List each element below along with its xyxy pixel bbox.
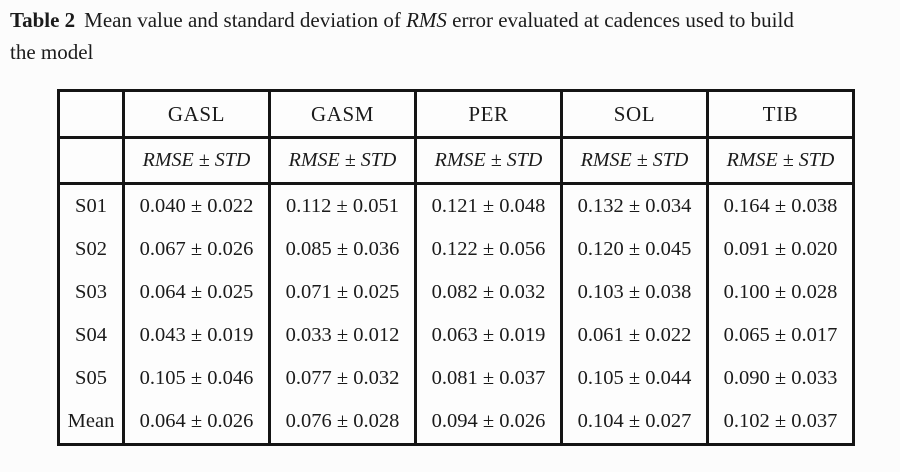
caption-table-number: Table 2 xyxy=(10,8,76,32)
table-row-s04: S04 0.043 ± 0.019 0.033 ± 0.012 0.063 ± … xyxy=(57,314,855,357)
row-label-mean: Mean xyxy=(57,400,125,445)
subheader-rmse-std-sol: RMSE ± STD xyxy=(560,137,709,185)
corner-empty-cell xyxy=(57,90,125,139)
column-header-gasm: GASM xyxy=(268,90,417,139)
cell-mean-gasm: 0.076 ± 0.028 xyxy=(268,400,417,445)
subheader-rmse-std-tib: RMSE ± STD xyxy=(706,137,855,185)
cell-s02-gasm: 0.085 ± 0.036 xyxy=(268,228,417,271)
cell-s01-per: 0.121 ± 0.048 xyxy=(414,183,563,228)
table-caption: Table 2 Mean value and standard deviation… xyxy=(10,5,898,68)
cell-mean-sol: 0.104 ± 0.027 xyxy=(560,400,709,445)
cell-s03-gasl: 0.064 ± 0.025 xyxy=(122,271,271,314)
row-label-s04: S04 xyxy=(57,314,125,357)
cell-s05-gasl: 0.105 ± 0.046 xyxy=(122,357,271,400)
cell-s04-tib: 0.065 ± 0.017 xyxy=(706,314,855,357)
table-row-s05: S05 0.105 ± 0.046 0.077 ± 0.032 0.081 ± … xyxy=(57,357,855,400)
cell-s02-per: 0.122 ± 0.056 xyxy=(414,228,563,271)
column-header-tib: TIB xyxy=(706,90,855,139)
table-row-s02: S02 0.067 ± 0.026 0.085 ± 0.036 0.122 ± … xyxy=(57,228,855,271)
cell-s03-per: 0.082 ± 0.032 xyxy=(414,271,563,314)
caption-line2: the model xyxy=(10,39,94,64)
cell-s05-tib: 0.090 ± 0.033 xyxy=(706,357,855,400)
row-label-s05: S05 xyxy=(57,357,125,400)
cell-s05-per: 0.081 ± 0.037 xyxy=(414,357,563,400)
cell-s05-sol: 0.105 ± 0.044 xyxy=(560,357,709,400)
cell-s04-gasm: 0.033 ± 0.012 xyxy=(268,314,417,357)
rms-error-table: GASL GASM PER SOL TIB RMSE ± STD RMSE ± … xyxy=(57,89,855,446)
row-label-s03: S03 xyxy=(57,271,125,314)
cell-s01-sol: 0.132 ± 0.034 xyxy=(560,183,709,228)
cell-s02-tib: 0.091 ± 0.020 xyxy=(706,228,855,271)
cell-s01-gasl: 0.040 ± 0.022 xyxy=(122,183,271,228)
cell-mean-gasl: 0.064 ± 0.026 xyxy=(122,400,271,445)
row-label-s02: S02 xyxy=(57,228,125,271)
subheader-rmse-std-per: RMSE ± STD xyxy=(414,137,563,185)
cell-s04-sol: 0.061 ± 0.022 xyxy=(560,314,709,357)
caption-rms-term: RMS xyxy=(406,8,447,32)
subheader-rmse-std-gasm: RMSE ± STD xyxy=(268,137,417,185)
cell-s02-gasl: 0.067 ± 0.026 xyxy=(122,228,271,271)
table-row-mean: Mean 0.064 ± 0.026 0.076 ± 0.028 0.094 ±… xyxy=(57,400,855,445)
cell-mean-tib: 0.102 ± 0.037 xyxy=(706,400,855,445)
cell-mean-per: 0.094 ± 0.026 xyxy=(414,400,563,445)
column-header-gasl: GASL xyxy=(122,90,271,139)
table-row-s03: S03 0.064 ± 0.025 0.071 ± 0.025 0.082 ± … xyxy=(57,271,855,314)
cell-s04-per: 0.063 ± 0.019 xyxy=(414,314,563,357)
cell-s01-tib: 0.164 ± 0.038 xyxy=(706,183,855,228)
cell-s03-sol: 0.103 ± 0.038 xyxy=(560,271,709,314)
cell-s04-gasl: 0.043 ± 0.019 xyxy=(122,314,271,357)
cell-s02-sol: 0.120 ± 0.045 xyxy=(560,228,709,271)
cell-s03-tib: 0.100 ± 0.028 xyxy=(706,271,855,314)
cell-s05-gasm: 0.077 ± 0.032 xyxy=(268,357,417,400)
caption-text-before-rms: Mean value and standard deviation of xyxy=(84,8,407,32)
header-row-conditions: GASL GASM PER SOL TIB xyxy=(57,90,855,139)
row-label-s01: S01 xyxy=(57,183,125,228)
caption-text-after-rms: error evaluated at cadences used to buil… xyxy=(446,8,794,32)
cell-s01-gasm: 0.112 ± 0.051 xyxy=(268,183,417,228)
column-header-sol: SOL xyxy=(560,90,709,139)
subheader-rmse-std-gasl: RMSE ± STD xyxy=(122,137,271,185)
metric-empty-cell xyxy=(57,137,125,185)
column-header-per: PER xyxy=(414,90,563,139)
header-row-metric: RMSE ± STD RMSE ± STD RMSE ± STD RMSE ± … xyxy=(57,137,855,185)
table-row-s01: S01 0.040 ± 0.022 0.112 ± 0.051 0.121 ± … xyxy=(57,183,855,228)
cell-s03-gasm: 0.071 ± 0.025 xyxy=(268,271,417,314)
